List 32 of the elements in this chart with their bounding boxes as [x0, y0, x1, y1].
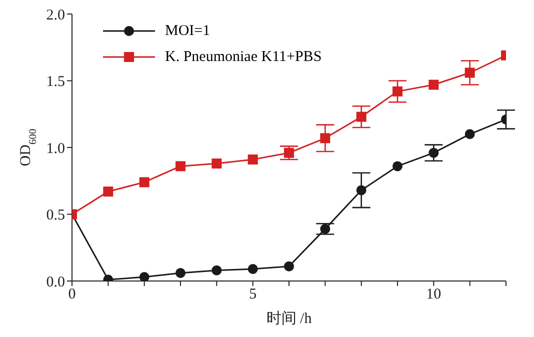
point	[103, 186, 114, 197]
point	[284, 148, 294, 158]
point	[248, 264, 258, 274]
point	[464, 129, 475, 140]
legend-label: K. Pneumoniae K11+PBS	[165, 48, 322, 66]
legend-label: MOI=1	[165, 22, 210, 40]
y-tick-label: 1.5	[46, 74, 65, 90]
point	[428, 80, 439, 90]
y-tick-label: 2.0	[46, 7, 65, 24]
point	[212, 158, 222, 169]
x-tick-label: 0	[68, 286, 76, 303]
x-axis-title: 时间 /h	[266, 310, 312, 327]
point	[284, 261, 294, 272]
y-tick-label: 1.0	[46, 140, 65, 157]
point	[139, 272, 150, 281]
point	[392, 86, 402, 96]
point	[212, 265, 222, 276]
y-tick-label: 0.0	[46, 274, 65, 290]
point	[428, 148, 439, 158]
y-tick-label: 0.5	[46, 208, 65, 224]
point	[464, 68, 475, 78]
point	[248, 154, 258, 165]
point	[356, 185, 366, 196]
point	[320, 224, 330, 234]
point	[392, 161, 402, 172]
x-tick-label: 10	[426, 286, 442, 303]
point	[176, 161, 186, 172]
point	[139, 177, 150, 188]
point	[176, 268, 186, 278]
point	[356, 112, 366, 122]
point	[320, 133, 330, 144]
x-tick-label: 5	[249, 286, 257, 303]
